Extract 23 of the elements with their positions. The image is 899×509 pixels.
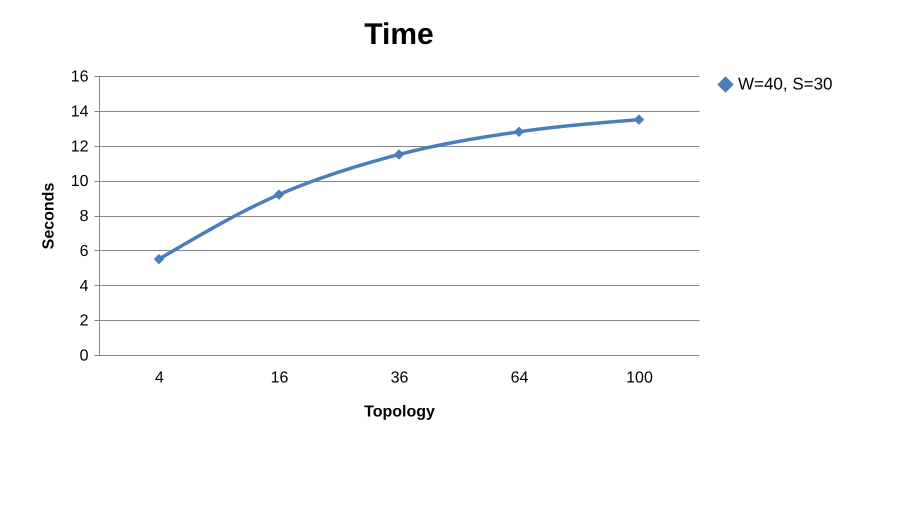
legend-label: W=40, S=30	[738, 74, 833, 94]
y-tick-label: 6	[80, 242, 89, 260]
y-tick-label: 0	[80, 348, 89, 364]
y-tick-label: 12	[70, 138, 89, 156]
y-axis-title: Seconds	[40, 182, 58, 250]
point	[514, 126, 524, 138]
x-tick-label: 16	[270, 370, 288, 386]
point	[394, 149, 404, 160]
x-tick-label: 36	[390, 370, 408, 386]
y-tick-label: 4	[80, 278, 89, 295]
point	[274, 189, 284, 200]
chart-title: Time	[364, 18, 434, 51]
y-tick-label: 10	[70, 173, 89, 190]
y-tick-label: 2	[80, 312, 89, 330]
y-tick-label: 16	[70, 68, 89, 86]
point	[154, 254, 164, 264]
y-tick-label: 8	[80, 208, 89, 225]
y-tick-label: 14	[70, 103, 89, 120]
point	[634, 114, 644, 125]
x-tick-label: 4	[155, 370, 164, 386]
x-tick-label: 100	[626, 370, 653, 386]
x-tick-label: 64	[510, 370, 528, 386]
x-axis-title: Topology	[364, 404, 435, 420]
